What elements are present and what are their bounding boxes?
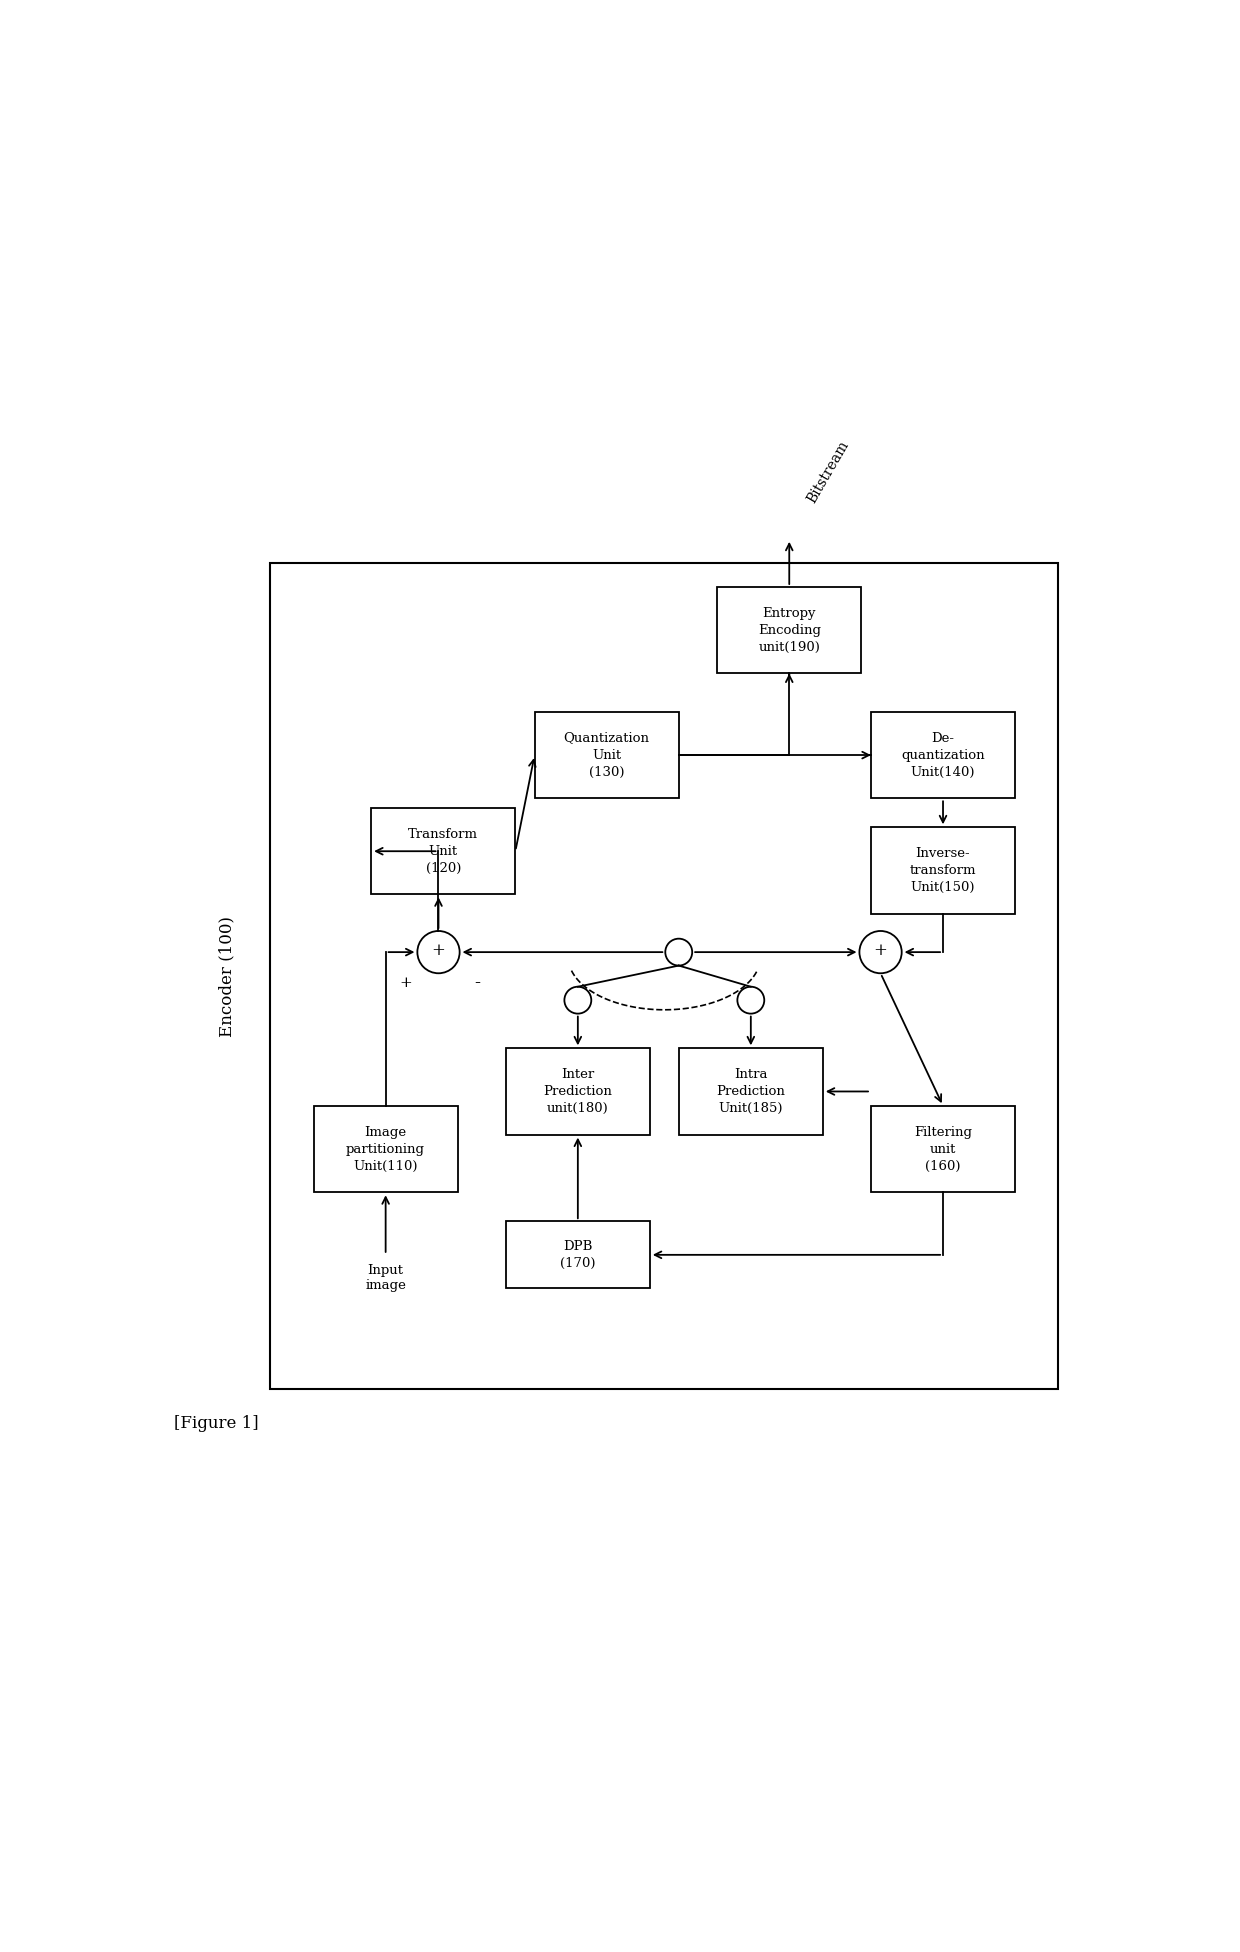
Text: Entropy
Encoding
unit(190): Entropy Encoding unit(190) (758, 607, 821, 654)
Text: De-
quantization
Unit(140): De- quantization Unit(140) (901, 732, 985, 779)
Text: +: + (432, 941, 445, 958)
Bar (870, 712, 1016, 798)
Text: Filtering
unit
(160): Filtering unit (160) (914, 1126, 972, 1173)
Text: +: + (399, 976, 412, 990)
Bar (314, 1107, 458, 1193)
Text: Transform
Unit
(120): Transform Unit (120) (408, 828, 479, 874)
Bar (506, 1048, 650, 1134)
Text: Image
partitioning
Unit(110): Image partitioning Unit(110) (346, 1126, 425, 1173)
Text: Bitstream: Bitstream (805, 437, 851, 506)
Text: +: + (874, 941, 888, 958)
Text: Intra
Prediction
Unit(185): Intra Prediction Unit(185) (717, 1068, 785, 1115)
Bar (678, 1048, 823, 1134)
Bar (870, 828, 1016, 914)
Bar (270, 562, 1058, 1390)
Text: Inverse-
transform
Unit(150): Inverse- transform Unit(150) (910, 847, 976, 894)
Bar (534, 712, 678, 798)
Text: Encoder (100): Encoder (100) (218, 915, 236, 1037)
Text: DPB
(170): DPB (170) (560, 1240, 595, 1271)
Bar (506, 1222, 650, 1288)
Text: Quantization
Unit
(130): Quantization Unit (130) (564, 732, 650, 779)
Text: -: - (474, 974, 480, 992)
Bar (717, 588, 862, 673)
Bar (371, 808, 516, 894)
Bar (870, 1107, 1016, 1193)
Text: Inter
Prediction
unit(180): Inter Prediction unit(180) (543, 1068, 613, 1115)
Text: Input
image: Input image (366, 1265, 405, 1292)
Text: [Figure 1]: [Figure 1] (174, 1415, 259, 1431)
